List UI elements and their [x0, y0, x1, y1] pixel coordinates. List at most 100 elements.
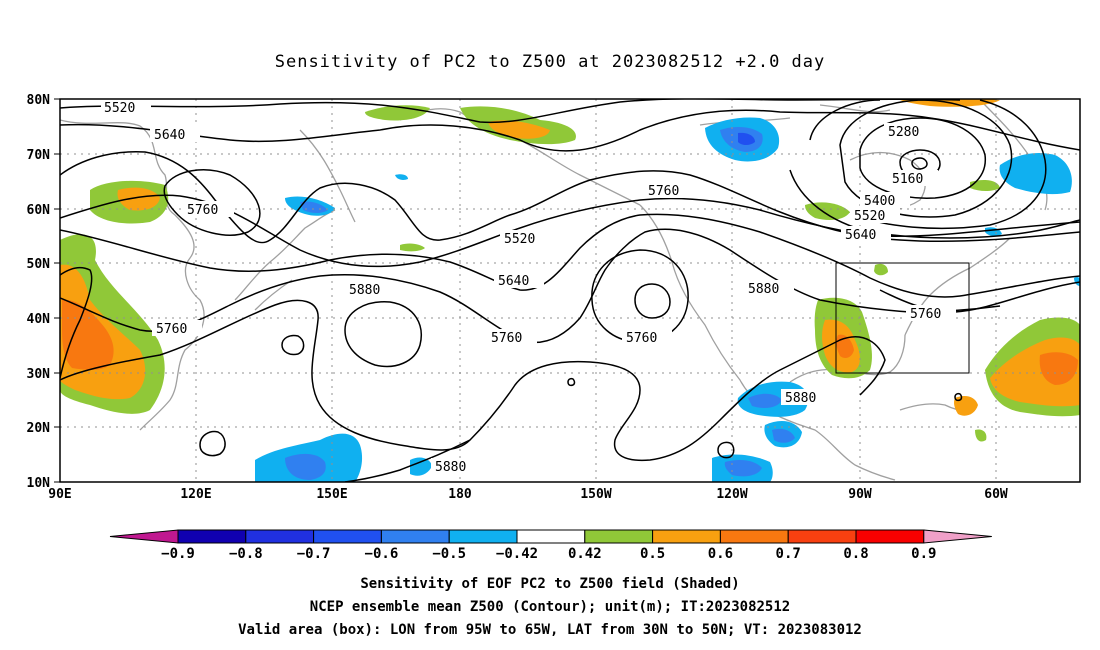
shade-bering-green [400, 243, 425, 252]
contour-label: 5760 [626, 331, 657, 346]
colorbar-label: −0.8 [229, 546, 263, 562]
shade-japan-blue [300, 201, 328, 213]
map-panel: 5520 5640 5760 5760 5880 5520 5640 5760 … [60, 99, 1080, 482]
contour-line-5520-north [60, 99, 961, 124]
contour-label: 5760 [648, 184, 679, 199]
lon-label: 150E [316, 487, 347, 502]
colorbar-low-end [109, 529, 179, 544]
contour-line-5760-inner [634, 283, 671, 319]
coast-na-west [639, 204, 771, 413]
contour-label: 5880 [748, 282, 779, 297]
colorbar-segment [855, 529, 925, 544]
colorbar-segment [313, 529, 382, 544]
lon-label: 90W [848, 487, 872, 502]
coast-mexico [769, 411, 896, 481]
contour-label: 5640 [845, 228, 876, 243]
lat-label: 70N [27, 148, 51, 163]
lon-axis: 90E 120E 150E 180 150W 120W 90W 60W [48, 487, 1008, 502]
colorbar-segment [448, 529, 518, 544]
contour-line-small-ring-5 [954, 392, 963, 402]
shade-atlantic-red [1039, 352, 1078, 385]
contour-label: 5520 [104, 101, 135, 116]
contour-line-small-ring-3 [717, 441, 735, 459]
lat-label: 50N [27, 257, 51, 272]
shade-bering-lightblue [395, 174, 408, 180]
map-frame [59, 98, 1081, 483]
shade-caribbean-orange [954, 396, 978, 416]
lat-label: 60N [27, 203, 51, 218]
contour-line-low-small [911, 157, 928, 170]
contour-line-5760-siberia-ring [163, 169, 261, 236]
shade-wpac-blue [285, 453, 326, 480]
lon-label: 120W [716, 487, 747, 502]
contour-line-5640-north [60, 109, 1080, 152]
contour-line-5760-east [879, 281, 1080, 313]
contour-label: 5760 [187, 203, 218, 218]
colorbar-label: −0.9 [161, 546, 195, 562]
lat-axis: 80N 70N 60N 50N 40N 30N 20N 10N [27, 93, 51, 491]
contour-line-5760-ring [591, 249, 689, 343]
shade-canada-green2 [970, 180, 1000, 191]
colorbar-label: 0.5 [640, 546, 665, 562]
shade-mexico-blue [748, 393, 782, 408]
contour-line-5760-south [60, 228, 1001, 344]
lon-label: 180 [448, 487, 472, 502]
contour-label: 5880 [349, 283, 380, 298]
shade-lakes-green [874, 263, 888, 276]
colorbar-segment [516, 529, 586, 544]
caption-line-1: Sensitivity of EOF PC2 to Z500 field (Sh… [360, 576, 739, 592]
colorbar-label: 0.7 [776, 546, 801, 562]
lat-label: 30N [27, 367, 51, 382]
colorbar-label: 0.8 [843, 546, 868, 562]
coast-kamchatka [299, 129, 356, 223]
colorbar-high-end [923, 529, 992, 544]
lon-label: 120E [180, 487, 211, 502]
shade-atlantic-lightblue [1074, 276, 1080, 286]
shade-hudson-darkblue [738, 132, 755, 145]
valid-area-box [835, 262, 970, 374]
contour-label: 5280 [888, 125, 919, 140]
coast-gulf [789, 334, 906, 383]
sensitivity-shading [60, 99, 1080, 482]
shade-china-red [62, 299, 114, 370]
lon-label: 60W [984, 487, 1008, 502]
lat-label: 80N [27, 93, 51, 108]
contour-line-5640-mid [60, 213, 1080, 298]
contour-label: 5400 [864, 194, 895, 209]
map-background [60, 99, 1080, 482]
lat-label: 40N [27, 312, 51, 327]
contour-line-low-5640 [789, 169, 1080, 239]
shade-caribbean-green [975, 429, 987, 442]
contour-line-small-ring-4 [567, 377, 576, 387]
contour-label: 5520 [504, 232, 535, 247]
contour-label: 5520 [854, 209, 885, 224]
contour-label: 5880 [785, 391, 816, 406]
contour-line-5880-south [344, 439, 471, 482]
contour-label: 5760 [491, 331, 522, 346]
lon-label: 90E [48, 487, 71, 502]
contour-label: 5640 [498, 274, 529, 289]
contour-line-small-ring-2 [281, 334, 305, 356]
colorbar-segment [245, 529, 315, 544]
colorbar-label: −0.6 [365, 546, 399, 562]
shade-epac-blue [772, 428, 795, 443]
contour-label: 5640 [154, 128, 185, 143]
coast-asia [60, 119, 205, 431]
colorbar-label: −0.42 [496, 546, 538, 562]
colorbar-segment [177, 529, 247, 544]
contour-line-5880-main [60, 299, 886, 462]
lat-label: 20N [27, 421, 51, 436]
shade-siberia-orange [117, 187, 160, 211]
contour-line-small-ring-1 [199, 430, 226, 457]
caption-line-2: NCEP ensemble mean Z500 (Contour); unit(… [310, 599, 790, 615]
colorbar-label: 0.9 [911, 546, 936, 562]
lat-label: 10N [27, 476, 51, 491]
figure-title: Sensitivity of PC2 to Z500 at 2023082512… [275, 52, 826, 72]
colorbar-label: 0.6 [708, 546, 733, 562]
colorbar-label: −0.5 [432, 546, 466, 562]
shade-greenland-lightblue [999, 153, 1072, 195]
contour-line-low-5520 [809, 99, 1047, 230]
shade-epac2-blue [724, 460, 762, 477]
colorbar-label: −0.7 [297, 546, 331, 562]
